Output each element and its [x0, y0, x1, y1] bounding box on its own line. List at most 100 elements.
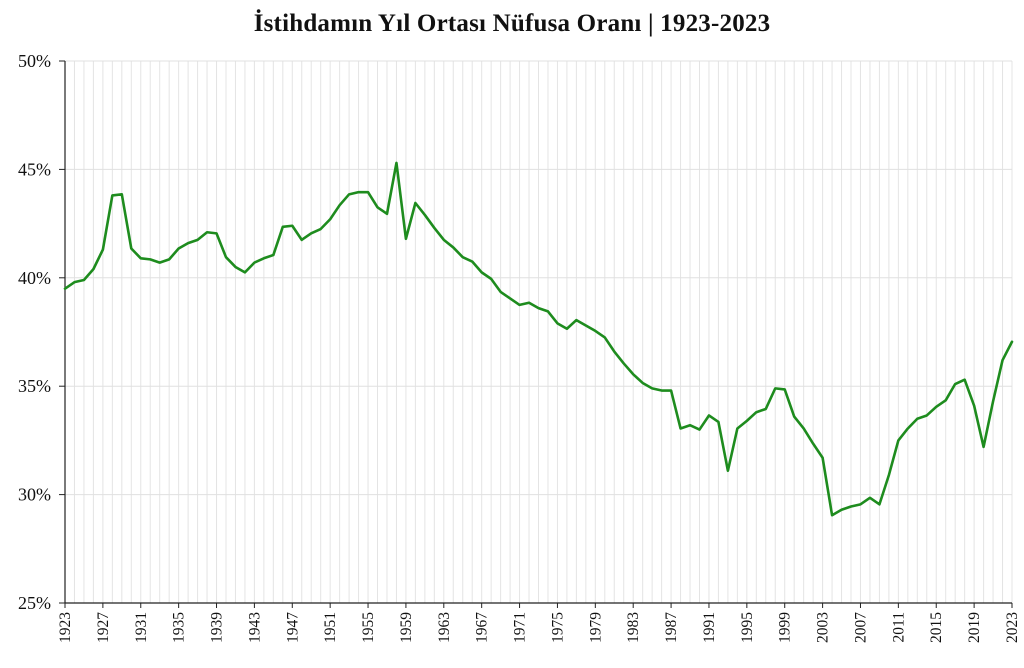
x-tick-label: 2019: [966, 612, 983, 643]
x-tick-label: 1955: [360, 612, 377, 643]
data-point: [290, 224, 294, 228]
data-point: [205, 230, 209, 234]
data-point: [688, 423, 692, 427]
data-point: [934, 405, 938, 409]
x-tick-label: 1939: [209, 612, 226, 643]
data-point: [357, 190, 361, 194]
data-point: [669, 389, 673, 393]
data-point: [215, 231, 219, 235]
data-point: [716, 420, 720, 424]
data-point: [963, 378, 967, 382]
data-point: [91, 267, 95, 271]
data-point: [101, 248, 105, 252]
data-line: [63, 161, 1014, 517]
x-tick-label: 2023: [1004, 612, 1021, 643]
x-tick-label: 1967: [474, 612, 491, 643]
data-point: [660, 389, 664, 393]
x-tick-label: 1951: [322, 612, 339, 643]
data-point: [252, 261, 256, 265]
data-point: [830, 513, 834, 517]
data-point: [423, 213, 427, 217]
data-point: [849, 505, 853, 509]
data-point: [650, 386, 654, 390]
data-point: [773, 386, 777, 390]
y-tick-label: 45%: [18, 159, 51, 179]
data-point: [764, 407, 768, 411]
x-tick-label: 1999: [777, 612, 794, 643]
data-point: [745, 419, 749, 423]
data-point: [896, 438, 900, 442]
data-point: [394, 161, 398, 165]
x-tick-label: 1931: [133, 612, 150, 643]
x-tick-label: 1927: [95, 612, 112, 643]
chart-title: İstihdamın Yıl Ortası Nüfusa Oranı | 192…: [253, 10, 771, 37]
x-tick-label: 2007: [852, 612, 869, 643]
data-point: [432, 226, 436, 230]
data-point: [196, 238, 200, 242]
data-point: [385, 212, 389, 216]
data-point: [366, 190, 370, 194]
data-point: [612, 350, 616, 354]
x-tick-label: 1979: [587, 612, 604, 643]
data-point: [347, 192, 351, 196]
data-point: [868, 496, 872, 500]
data-point: [631, 372, 635, 376]
x-tick-label: 1995: [739, 612, 756, 643]
y-tick-label: 25%: [18, 593, 51, 613]
data-point: [518, 303, 522, 307]
x-tick-label: 1987: [663, 612, 680, 643]
data-point: [328, 217, 332, 221]
x-tick-label: 1983: [625, 612, 642, 643]
data-point: [271, 253, 275, 257]
data-point: [167, 257, 171, 261]
data-point: [953, 382, 957, 386]
data-point: [63, 287, 67, 291]
data-point: [726, 469, 730, 473]
data-point: [821, 456, 825, 460]
x-tick-label: 2015: [928, 612, 945, 643]
data-point: [224, 255, 228, 259]
x-tick-label: 1971: [512, 612, 529, 643]
data-point: [858, 502, 862, 506]
data-point: [376, 205, 380, 209]
data-point: [574, 318, 578, 322]
data-point: [792, 415, 796, 419]
data-point: [300, 238, 304, 242]
data-point: [404, 237, 408, 241]
data-point: [537, 306, 541, 310]
data-point: [622, 361, 626, 365]
data-point: [1001, 358, 1005, 362]
x-tick-label: 1975: [549, 612, 566, 643]
data-point: [925, 413, 929, 417]
data-point: [944, 398, 948, 402]
data-point: [338, 203, 342, 207]
data-point: [565, 327, 569, 331]
x-tick-label: 1959: [398, 612, 415, 643]
data-point: [991, 399, 995, 403]
y-tick-label: 50%: [18, 51, 51, 71]
data-point: [139, 256, 143, 260]
y-tick-label: 35%: [18, 376, 51, 396]
x-tick-label: 1991: [701, 612, 718, 643]
data-point: [243, 270, 247, 274]
data-point: [158, 261, 162, 265]
data-point: [110, 193, 114, 197]
data-point: [584, 323, 588, 327]
data-point: [754, 410, 758, 414]
data-point: [461, 255, 465, 259]
data-point: [120, 192, 124, 196]
data-point: [233, 265, 237, 269]
data-point: [915, 417, 919, 421]
x-tick-label: 2003: [815, 612, 832, 643]
x-tick-label: 1963: [436, 612, 453, 643]
data-point: [877, 502, 881, 506]
data-point: [603, 335, 607, 339]
data-point: [527, 301, 531, 305]
data-point: [906, 426, 910, 430]
data-point: [129, 247, 133, 251]
data-point: [186, 241, 190, 245]
data-point: [593, 329, 597, 333]
data-point: [72, 280, 76, 284]
data-point: [972, 404, 976, 408]
